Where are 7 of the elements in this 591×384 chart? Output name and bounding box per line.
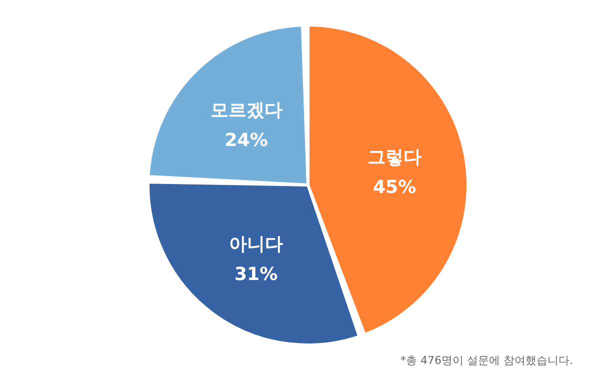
- data-label: 45%: [373, 177, 416, 198]
- text: *총 476명이 설문에 참여했습니다.: [400, 353, 573, 368]
- data-label: 31%: [234, 264, 278, 286]
- slice-label: 그렇다: [368, 147, 422, 168]
- data-label: 24%: [224, 130, 268, 152]
- slice-label: 모르겠다: [210, 100, 282, 122]
- slice-label: 아니다: [229, 234, 284, 256]
